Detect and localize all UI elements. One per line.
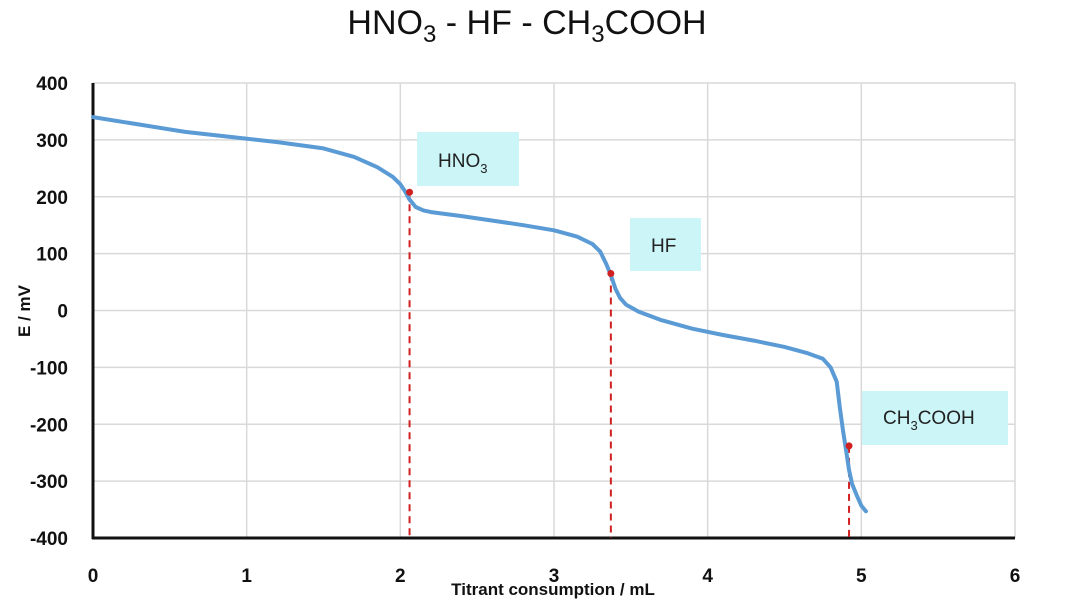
annotation-label: CH3COOH [883, 408, 975, 433]
annotation-label: HNO3 [438, 151, 487, 176]
titration-curve-line [91, 115, 868, 514]
y-tick-label: 300 [36, 131, 68, 152]
x-tick-label: 6 [1010, 566, 1021, 587]
x-tick-label: 0 [88, 566, 99, 587]
x-tick-label: 1 [241, 566, 252, 587]
x-tick-label: 2 [395, 566, 406, 587]
equivalence-point [845, 442, 853, 450]
y-tick-label: -300 [30, 472, 68, 493]
annotation-hno3: HNO3 [417, 132, 519, 186]
annotation-hf: HF [630, 218, 701, 271]
y-axis-ticks: 400 300 200 100 0 -100 -200 -300 -400 [30, 74, 68, 550]
annotation-box [630, 218, 701, 271]
equivalence-point [607, 270, 615, 278]
y-tick-label: 400 [36, 74, 68, 95]
y-tick-label: 200 [36, 188, 68, 209]
chart-title: HNO3 - HF - CH3COOH [347, 4, 706, 48]
y-tick-label: -400 [30, 529, 68, 550]
annotation-box [417, 132, 519, 186]
x-axis-ticks: 0 1 2 3 4 5 6 [88, 566, 1021, 587]
x-axis-label: Titrant consumption / mL [451, 580, 655, 599]
y-axis-label: E / mV [15, 284, 34, 337]
equivalence-point [406, 188, 414, 196]
y-tick-label: -100 [30, 358, 68, 379]
x-tick-label: 3 [549, 566, 560, 587]
equivalence-points [406, 188, 853, 450]
x-tick-label: 4 [702, 566, 713, 587]
annotation-label: HF [651, 236, 676, 257]
y-tick-label: 0 [57, 302, 68, 323]
annotation-box [862, 391, 1008, 445]
x-tick-label: 5 [856, 566, 867, 587]
y-tick-label: 100 [36, 245, 68, 266]
annotation-ch3cooh: CH3COOH [862, 391, 1008, 445]
y-tick-label: -200 [30, 415, 68, 436]
